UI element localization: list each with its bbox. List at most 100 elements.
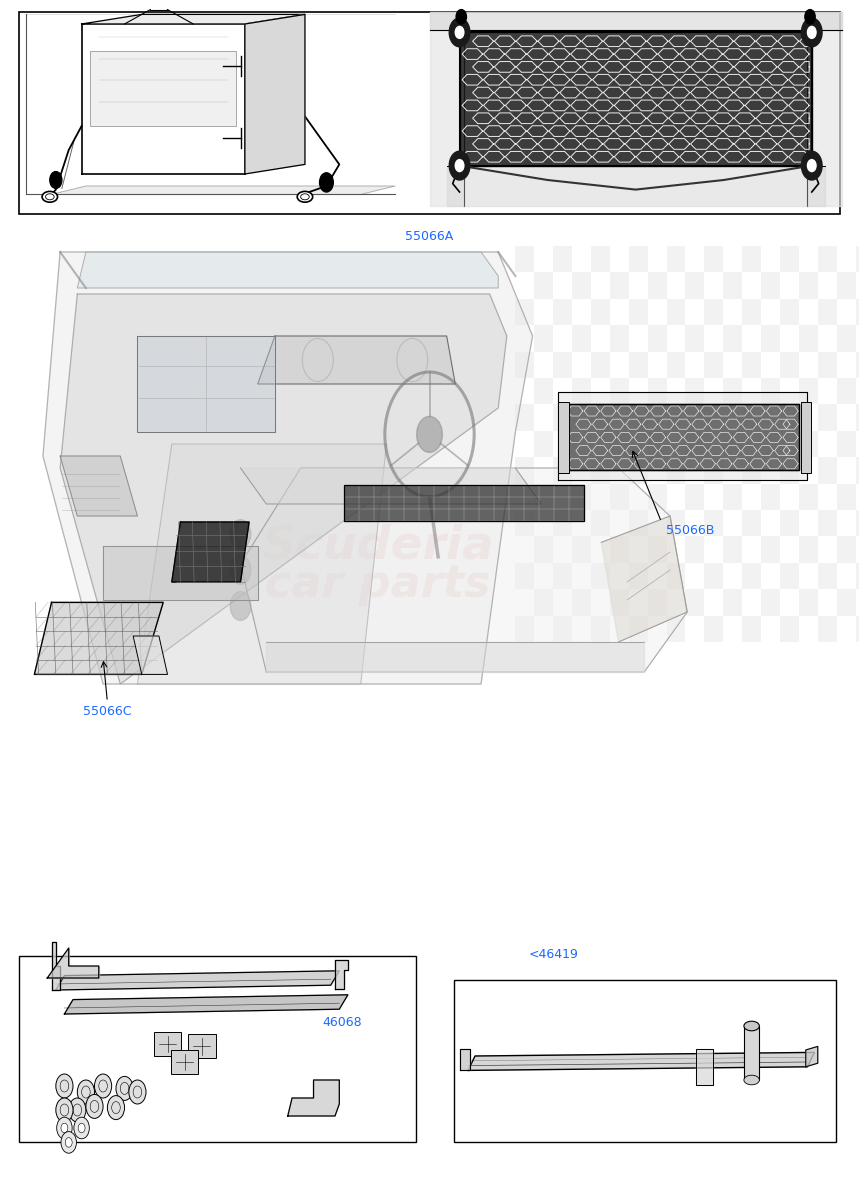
Bar xyxy=(837,272,856,299)
Circle shape xyxy=(65,1138,72,1147)
Bar xyxy=(704,404,723,431)
Polygon shape xyxy=(558,392,807,480)
Circle shape xyxy=(61,1132,76,1153)
Polygon shape xyxy=(806,1046,818,1067)
Bar xyxy=(780,404,799,431)
Bar xyxy=(799,536,818,563)
Bar xyxy=(685,272,704,299)
Bar xyxy=(188,1034,216,1058)
Bar xyxy=(629,352,648,378)
Bar xyxy=(818,457,837,484)
Polygon shape xyxy=(77,252,498,288)
Bar xyxy=(515,352,534,378)
Bar xyxy=(818,299,837,325)
Bar xyxy=(667,404,685,431)
Bar xyxy=(742,457,761,484)
Text: 55066B: 55066B xyxy=(666,524,714,536)
Polygon shape xyxy=(82,14,305,24)
Bar xyxy=(534,536,553,563)
Bar xyxy=(685,536,704,563)
Bar xyxy=(818,352,837,378)
Circle shape xyxy=(230,592,251,620)
Bar xyxy=(515,510,534,536)
Circle shape xyxy=(56,1098,73,1122)
Bar xyxy=(610,589,629,616)
Bar xyxy=(704,299,723,325)
Bar xyxy=(629,457,648,484)
Polygon shape xyxy=(103,546,258,600)
Bar xyxy=(723,325,742,352)
Bar xyxy=(648,536,667,563)
Bar xyxy=(667,246,685,272)
Bar xyxy=(704,246,723,272)
Bar xyxy=(818,246,837,272)
Bar xyxy=(799,272,818,299)
Bar xyxy=(591,299,610,325)
Bar xyxy=(629,404,648,431)
Text: 46068: 46068 xyxy=(322,1016,362,1028)
Polygon shape xyxy=(258,336,455,384)
Bar xyxy=(799,431,818,457)
Bar xyxy=(667,510,685,536)
Polygon shape xyxy=(460,32,812,166)
Circle shape xyxy=(320,173,333,192)
Text: car parts: car parts xyxy=(265,563,490,606)
Bar xyxy=(515,457,534,484)
Bar xyxy=(534,378,553,404)
Polygon shape xyxy=(567,404,799,470)
Circle shape xyxy=(449,18,470,47)
Bar xyxy=(742,616,761,642)
Bar xyxy=(154,1032,181,1056)
Bar xyxy=(780,510,799,536)
Bar xyxy=(572,431,591,457)
Bar xyxy=(685,589,704,616)
Circle shape xyxy=(417,416,442,452)
Bar xyxy=(837,484,856,510)
Polygon shape xyxy=(60,294,507,684)
Bar xyxy=(742,563,761,589)
Bar xyxy=(780,616,799,642)
Circle shape xyxy=(57,1117,72,1139)
Bar xyxy=(856,563,859,589)
Bar xyxy=(818,404,837,431)
Bar xyxy=(648,272,667,299)
Circle shape xyxy=(50,172,62,188)
Polygon shape xyxy=(601,516,687,642)
Bar xyxy=(558,402,569,473)
Polygon shape xyxy=(133,636,168,674)
Bar xyxy=(723,589,742,616)
Ellipse shape xyxy=(46,193,54,199)
Bar xyxy=(629,246,648,272)
Polygon shape xyxy=(430,12,842,30)
Bar xyxy=(780,299,799,325)
Bar xyxy=(591,246,610,272)
Bar xyxy=(629,616,648,642)
Bar xyxy=(553,457,572,484)
Ellipse shape xyxy=(744,1075,759,1085)
Polygon shape xyxy=(266,642,644,672)
Bar xyxy=(610,272,629,299)
Bar xyxy=(704,352,723,378)
Polygon shape xyxy=(56,971,339,990)
Bar xyxy=(648,325,667,352)
Bar xyxy=(761,589,780,616)
Circle shape xyxy=(807,26,816,38)
Bar xyxy=(742,404,761,431)
Bar xyxy=(171,1050,198,1074)
Bar xyxy=(723,272,742,299)
Bar xyxy=(667,299,685,325)
Polygon shape xyxy=(43,252,533,684)
Bar xyxy=(856,616,859,642)
Bar xyxy=(591,616,610,642)
Bar xyxy=(704,563,723,589)
Bar xyxy=(515,299,534,325)
Ellipse shape xyxy=(297,191,313,202)
Bar xyxy=(610,484,629,510)
Circle shape xyxy=(801,18,822,47)
Bar xyxy=(856,299,859,325)
Bar xyxy=(742,299,761,325)
Bar xyxy=(629,563,648,589)
Bar xyxy=(648,378,667,404)
Circle shape xyxy=(61,1123,68,1133)
Bar xyxy=(837,589,856,616)
